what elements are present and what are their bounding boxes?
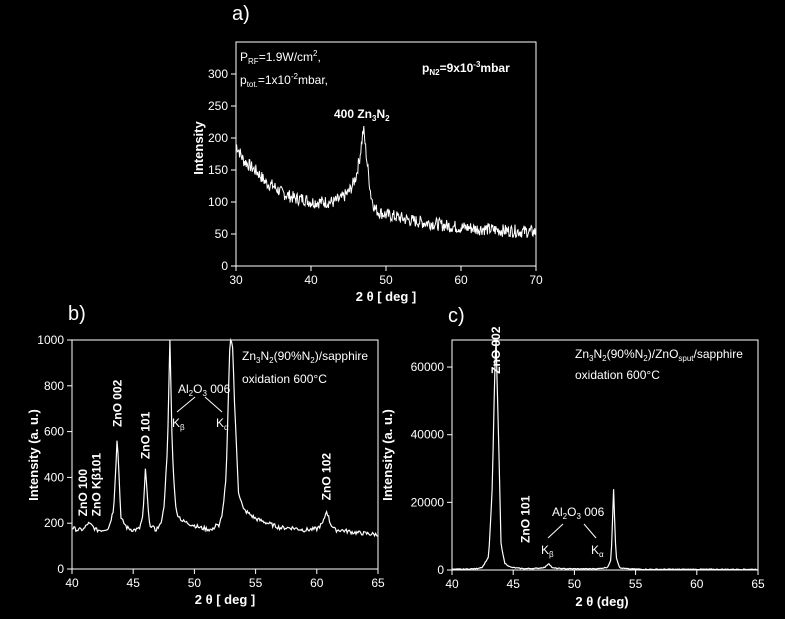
panel-b-x-tick-label: 60 [310, 576, 324, 590]
panel-b-x-tick-label: 40 [65, 576, 79, 590]
panel-a-pn2: pN2=9x10-3mbar [422, 60, 510, 77]
panel-a-y-tick-label: 300 [208, 67, 228, 81]
panel-c-x-tick-label: 65 [751, 577, 765, 591]
panel-c-x-tick-label: 50 [568, 577, 582, 591]
panel-c-arrow-kb [547, 523, 564, 539]
panel-b-y-tick-label: 800 [44, 379, 64, 393]
panel-c-x-label: 2 θ (deg) [575, 594, 628, 609]
panel-a-x-label: 2 θ [ deg ] [356, 289, 416, 304]
panel-b-x-label: 2 θ [ deg ] [195, 592, 255, 607]
panel-a-x-tick-label: 60 [454, 273, 468, 287]
panel-b-legend-line-1: Zn3N2(90%N2)/sapphire [242, 349, 368, 365]
panel-b-peak-label: ZnO 102 [320, 453, 334, 501]
panel-b-x-tick-label: 45 [127, 576, 141, 590]
panel-b-arrow-ka [204, 396, 223, 413]
panel-c-k-alpha: Kα [591, 543, 604, 559]
panel-a: a) 30 40 50 60 70 0 50 100 150 200 250 300 2 θ [ d… [191, 3, 543, 304]
panel-a-info-ptot: ptot.=1x10-2mbar, [240, 72, 328, 89]
panel-a-label: a) [232, 3, 250, 25]
panel-b-y-ticks: 0 200 400 600 800 1000 [37, 333, 72, 576]
panel-b-arrow-kb [176, 396, 196, 413]
panel-c-k-beta: Kβ [541, 543, 554, 559]
panel-b-label: b) [68, 303, 86, 325]
panel-a-x-tick-label: 70 [529, 273, 543, 287]
panel-b-x-tick-label: 65 [371, 576, 385, 590]
panel-b-x-tick-label: 50 [188, 576, 202, 590]
panel-c-legend-line-1: Zn3N2(90%N2)/ZnOsput/sapphire [575, 347, 743, 363]
panel-c-x-tick-label: 45 [507, 577, 521, 591]
panel-c-y-tick-label: 20000 [411, 495, 445, 509]
panel-c-peak-label: ZnO 101 [518, 495, 532, 543]
panel-b-y-tick-label: 0 [57, 562, 64, 576]
panel-b-peak-label: ZnO 101 [138, 411, 152, 459]
panel-b-series-line [71, 337, 378, 538]
panel-a-y-label: Intensity [191, 121, 206, 175]
panel-a-y-tick-label: 150 [208, 163, 228, 177]
panel-c-plot-frame [451, 339, 759, 571]
panel-b-x-ticks: 40 45 50 55 60 65 [65, 569, 385, 590]
panel-a-peak-label: 400 Zn3N2 [334, 107, 390, 123]
panel-a-info-prf: PRF=1.9W/cm2, [240, 49, 321, 66]
panel-c-label: c) [448, 305, 465, 327]
panel-b-k-alpha: Kα [216, 416, 229, 432]
panel-b-legend-line-2: oxidation 600°C [242, 372, 327, 386]
panel-c-x-tick-label: 55 [629, 577, 643, 591]
panel-c-series-line [451, 339, 758, 571]
panel-a-series-line [235, 125, 537, 238]
panel-b-plot-frame [71, 339, 379, 570]
panel-b-peak-label: ZnO 002 [110, 379, 124, 427]
panel-a-y-tick-label: 250 [208, 99, 228, 113]
panel-a-x-ticks: 30 40 50 60 70 [229, 266, 543, 287]
panel-c-x-tick-label: 40 [445, 577, 459, 591]
panel-b-peak-label: ZnO Kβ101 [89, 453, 103, 517]
panel-c-y-label: Intensity (a. u.) [380, 409, 395, 501]
panel-c-peak-label: ZnO 002 [489, 326, 503, 374]
panel-b-x-tick-label: 55 [249, 576, 263, 590]
panel-b-y-tick-label: 400 [44, 470, 64, 484]
panel-b-y-tick-label: 600 [44, 425, 64, 439]
panel-c-x-ticks: 40 45 50 55 60 65 [445, 570, 765, 591]
panel-b: b) 40 45 50 55 60 65 0 200 400 600 800 1000 2 θ [ … [26, 303, 385, 607]
panel-a-y-tick-label: 0 [221, 259, 228, 273]
panel-a-y-tick-label: 200 [208, 131, 228, 145]
panel-a-y-ticks: 0 50 100 150 200 250 300 [208, 67, 236, 273]
panel-c-peak-labels: ZnO 002 ZnO 101 [489, 326, 532, 543]
panel-c-al2o3-label: Al2O3 006 [552, 505, 605, 521]
panel-c-x-tick-label: 60 [690, 577, 704, 591]
panel-c-arrow-ka [583, 523, 597, 539]
panel-b-peak-label: ZnO 100 [76, 469, 90, 517]
panel-c: c) 40 45 50 55 60 65 0 20000 40000 60000 2 θ (de… [380, 305, 765, 609]
panel-b-y-label: Intensity (a. u.) [26, 409, 41, 501]
panel-b-y-tick-label: 200 [44, 516, 64, 530]
panel-a-x-tick-label: 30 [229, 273, 243, 287]
panel-a-x-tick-label: 40 [304, 273, 318, 287]
panel-b-peak-labels: ZnO 100 ZnO Kβ101 ZnO 002 ZnO 101 ZnO 102 [76, 379, 334, 516]
panel-a-y-tick-label: 100 [208, 195, 228, 209]
panel-c-legend-line-2: oxidation 600°C [575, 368, 660, 382]
panel-a-x-tick-label: 50 [379, 273, 393, 287]
panel-c-y-tick-label: 40000 [411, 428, 445, 442]
panel-b-al2o3-label: Al2O3 006 [178, 382, 231, 398]
panel-b-k-beta: Kβ [172, 416, 185, 432]
panel-a-y-tick-label: 50 [215, 227, 229, 241]
panel-c-y-tick-label: 60000 [411, 360, 445, 374]
panel-b-y-tick-label: 1000 [37, 333, 64, 347]
panel-c-y-tick-label: 0 [437, 563, 444, 577]
panel-c-y-ticks: 0 20000 40000 60000 [411, 360, 452, 577]
